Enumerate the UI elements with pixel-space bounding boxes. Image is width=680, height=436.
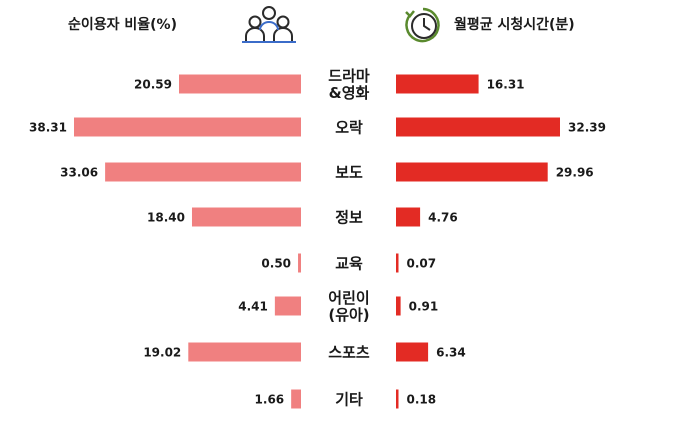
right-bar	[396, 390, 399, 409]
left-value-label: 18.40	[147, 211, 185, 225]
right-value-label: 0.07	[407, 257, 437, 271]
right-value-label: 0.91	[409, 300, 439, 314]
left-value-label: 0.50	[261, 257, 291, 271]
category-label: 기타	[335, 391, 363, 409]
left-value-label: 33.06	[60, 166, 98, 180]
right-value-label: 16.31	[487, 78, 525, 92]
left-bar	[74, 118, 301, 137]
right-bar	[396, 343, 428, 362]
right-value-label: 0.18	[407, 393, 437, 407]
category-label: (유아)	[328, 306, 369, 324]
right-bar	[396, 208, 420, 227]
left-value-label: 19.02	[143, 346, 181, 360]
left-bar	[192, 208, 301, 227]
right-bar	[396, 254, 399, 273]
right-value-label: 29.96	[556, 166, 594, 180]
right-value-label: 32.39	[568, 121, 606, 135]
category-label: 보도	[335, 164, 363, 182]
left-value-label: 38.31	[29, 121, 67, 135]
right-bar	[396, 163, 548, 182]
category-label: 정보	[335, 209, 363, 227]
left-value-label: 4.41	[238, 300, 268, 314]
left-bar	[291, 390, 301, 409]
right-value-label: 6.34	[436, 346, 466, 360]
left-value-label: 20.59	[134, 78, 172, 92]
category-label: &영화	[329, 84, 370, 102]
right-value-label: 4.76	[428, 211, 458, 225]
left-bar	[105, 163, 301, 182]
category-label: 드라마	[328, 67, 370, 85]
category-label: 어린이	[328, 289, 369, 307]
right-bar	[396, 297, 401, 316]
category-label: 스포츠	[328, 344, 370, 362]
right-bar	[396, 118, 560, 137]
left-bar	[275, 297, 301, 316]
category-label: 교육	[335, 255, 363, 273]
left-value-label: 1.66	[255, 393, 285, 407]
left-bar	[179, 75, 301, 94]
right-bar	[396, 75, 479, 94]
left-bar	[188, 343, 301, 362]
left-bar	[298, 254, 301, 273]
category-label: 오락	[335, 119, 363, 137]
